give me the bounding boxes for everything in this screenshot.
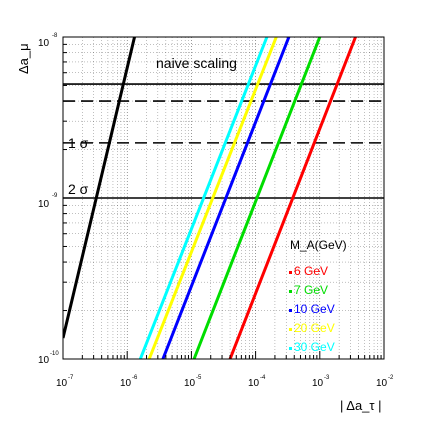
two-sigma-label: 2 σ: [68, 181, 89, 197]
series-line: [192, 37, 322, 359]
x-tick-label: 10: [248, 378, 260, 389]
y-tick-exp: -10: [50, 351, 59, 357]
legend-label: 10 GeV: [294, 302, 335, 316]
x-tick-label: 10: [56, 378, 68, 389]
series-line: [138, 37, 269, 359]
x-tick-exp: -7: [68, 375, 74, 381]
reference-lines: [63, 83, 384, 199]
y-tick-labels: 10 -10 10 -9 10 -8: [38, 33, 59, 366]
legend-marker: [289, 271, 292, 274]
x-tick-exp: -5: [196, 375, 202, 381]
legend-marker: [289, 290, 292, 293]
series-lines: [63, 37, 357, 359]
x-tick-label: 10: [184, 378, 196, 389]
legend: M_A(GeV) 6 GeV 7 GeV 10 GeV 20 GeV 30 GeV: [289, 238, 347, 354]
legend-marker: [289, 328, 292, 331]
one-sigma-label: 1 σ: [68, 135, 89, 151]
naive-scaling-line: [63, 37, 136, 339]
y-axis-title: Δa_μ: [16, 43, 31, 74]
y-tick-label: 10: [38, 38, 50, 49]
legend-label: 7 GeV: [294, 283, 328, 297]
x-tick-labels: 10 -7 10 -6 10 -5 10 -4 10 -3 10 -2: [56, 375, 394, 389]
x-tick-exp: -3: [324, 375, 330, 381]
y-tick-exp: -8: [52, 33, 58, 39]
x-axis-title: | Δa_τ |: [340, 398, 382, 413]
axis-ticks: [62, 36, 385, 360]
legend-title: M_A(GeV): [290, 238, 347, 252]
series-group: [63, 37, 357, 359]
legend-marker: [289, 309, 292, 312]
legend-marker: [289, 347, 292, 350]
x-tick-label: 10: [120, 378, 132, 389]
y-tick-exp: -9: [52, 193, 58, 199]
y-tick-label: 10: [38, 199, 50, 210]
naive-scaling-label: naive scaling: [156, 55, 237, 71]
grid: [63, 37, 384, 359]
legend-label: 6 GeV: [294, 264, 328, 278]
x-tick-exp: -2: [388, 375, 394, 381]
legend-label: 20 GeV: [294, 321, 335, 335]
series-line: [147, 37, 278, 359]
x-tick-label: 10: [312, 378, 324, 389]
series-line: [228, 37, 357, 359]
x-tick-exp: -6: [132, 375, 138, 381]
legend-label: 30 GeV: [294, 340, 335, 354]
x-tick-label: 10: [376, 378, 388, 389]
x-tick-exp: -4: [260, 375, 266, 381]
y-tick-label: 10: [38, 355, 50, 366]
series-line: [161, 37, 291, 359]
